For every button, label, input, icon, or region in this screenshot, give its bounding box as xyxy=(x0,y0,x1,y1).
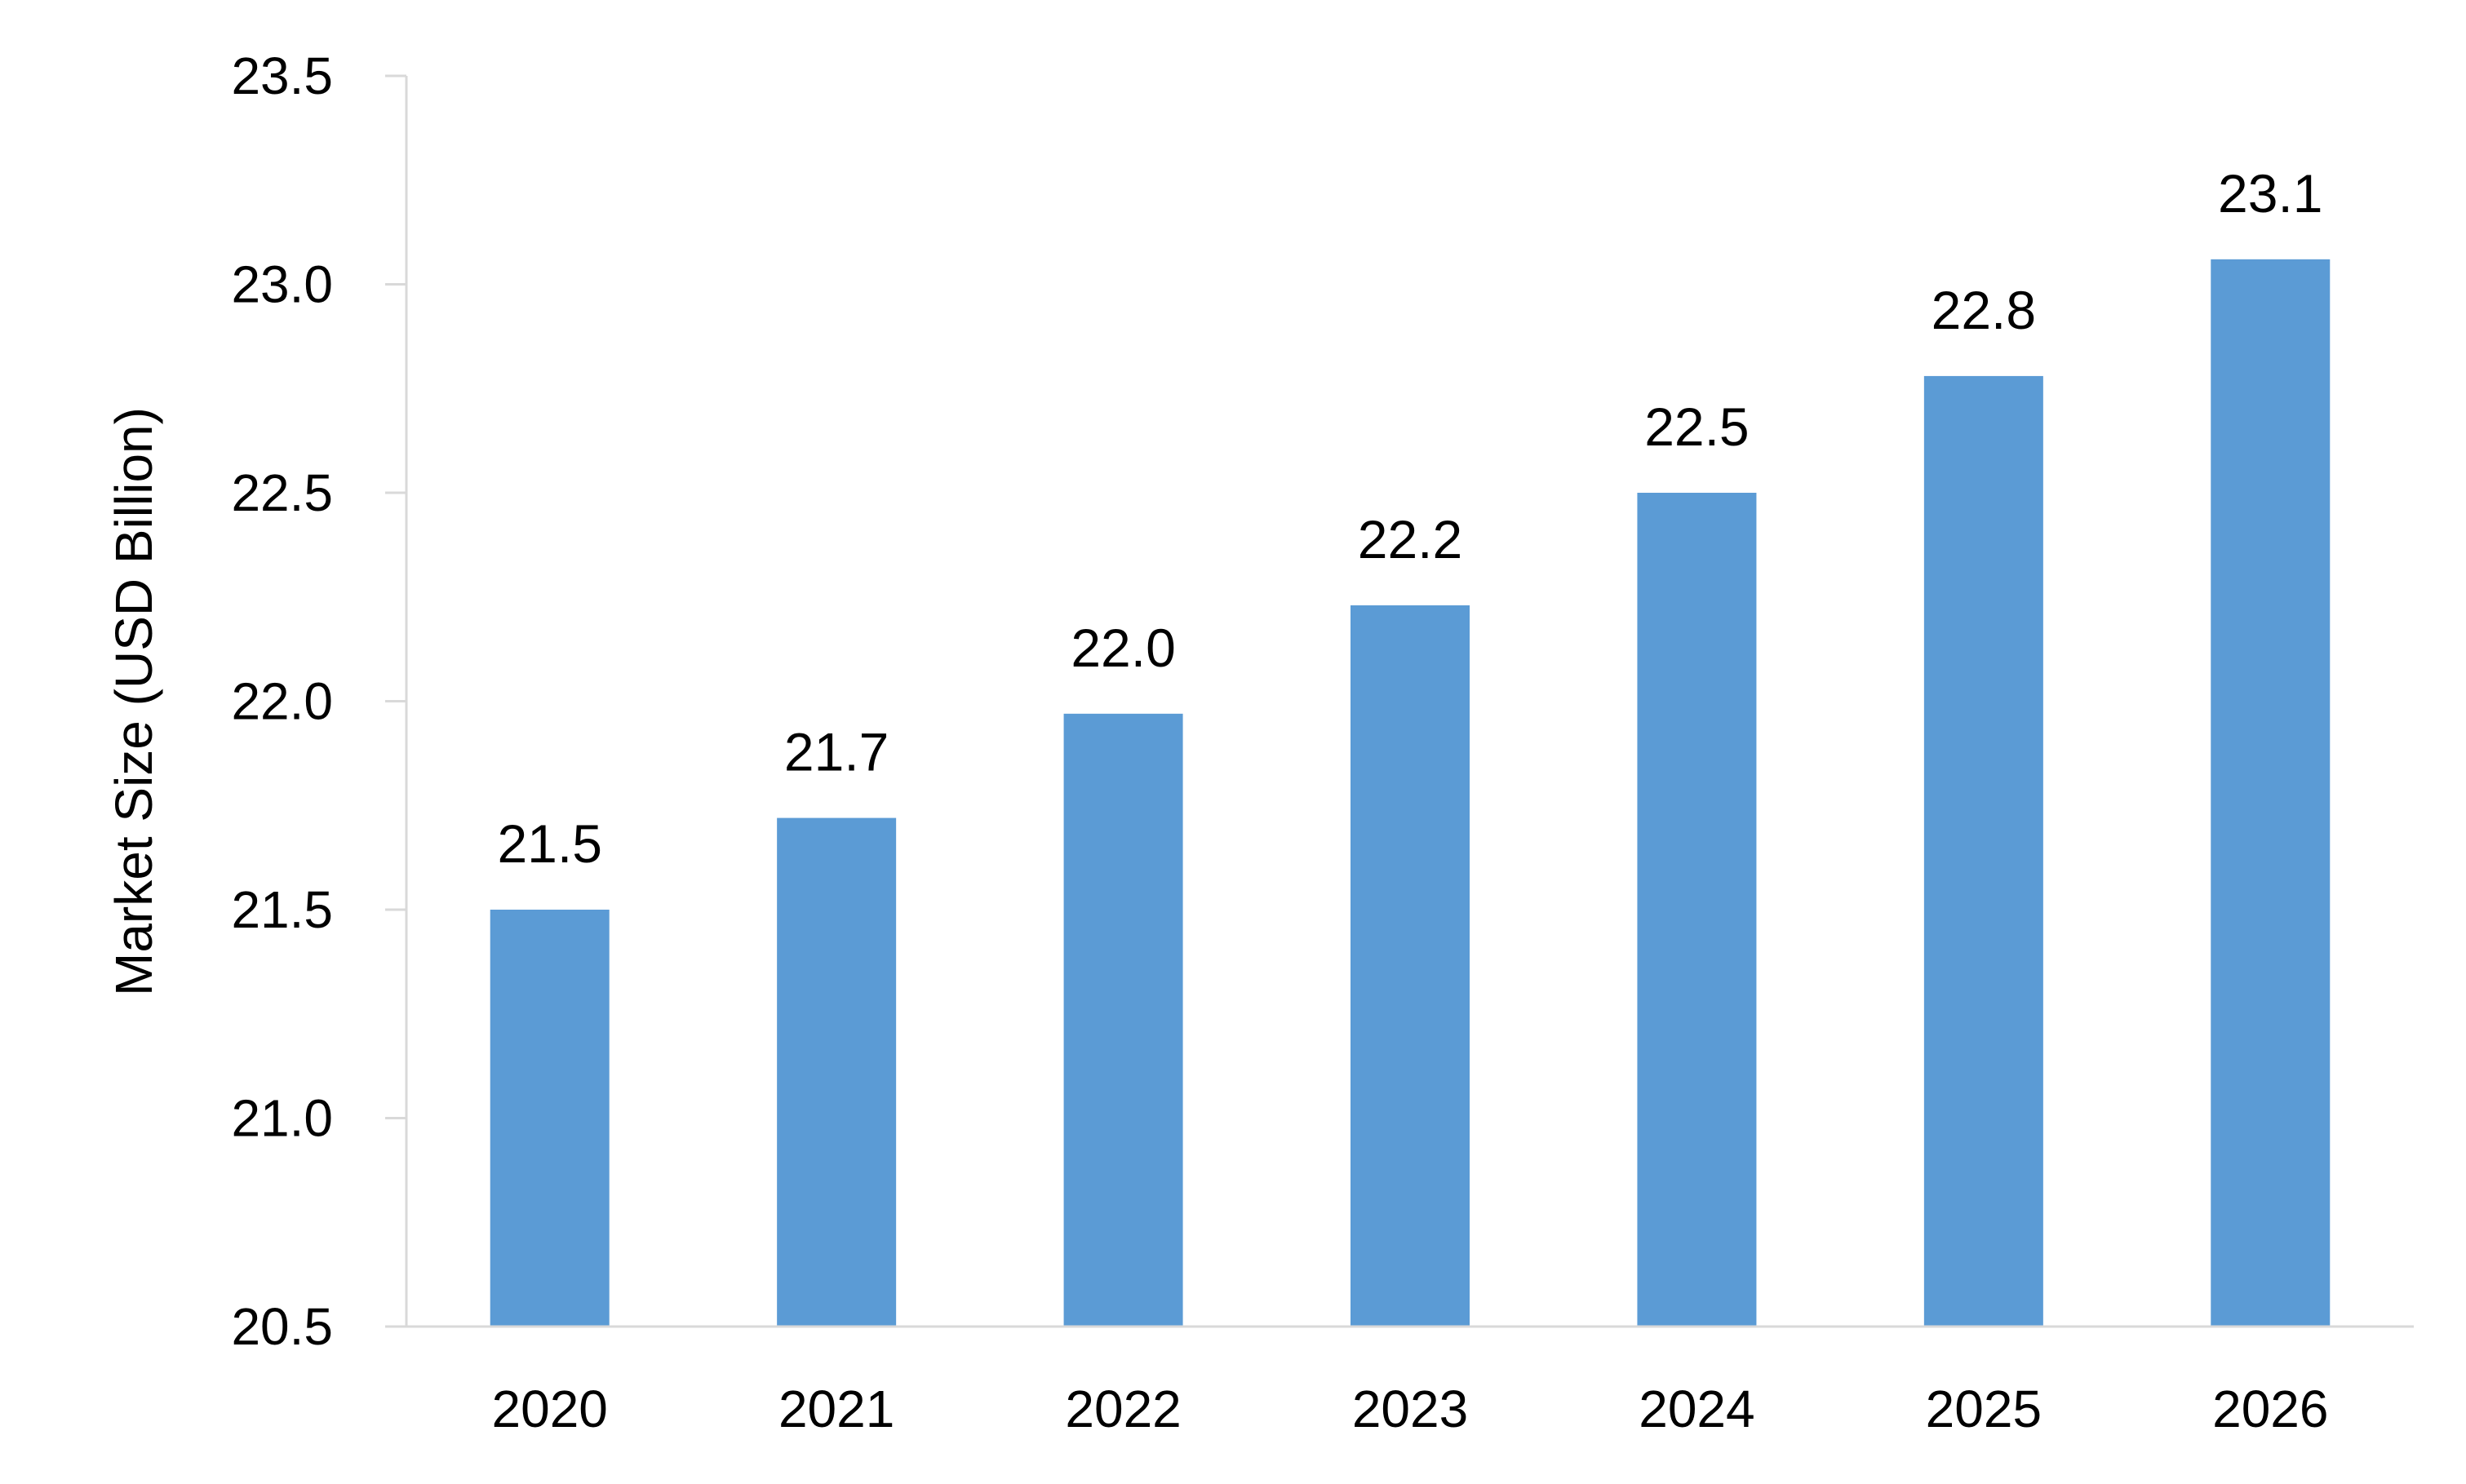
x-tick-label-2025: 2025 xyxy=(1926,1380,2042,1438)
y-tick-label: 21.5 xyxy=(231,880,333,939)
y-tick-label: 22.0 xyxy=(231,672,333,731)
data-label-2026: 23.1 xyxy=(2218,163,2322,224)
y-tick-label: 20.5 xyxy=(231,1297,333,1356)
data-label-2024: 22.5 xyxy=(1644,396,1749,457)
bar-2026 xyxy=(2211,259,2331,1327)
data-label-2022: 22.0 xyxy=(1071,618,1175,678)
x-tick-label-2021: 2021 xyxy=(778,1380,894,1438)
x-tick-label-2026: 2026 xyxy=(2212,1380,2328,1438)
data-label-2023: 22.2 xyxy=(1358,509,1462,569)
x-axis: 2020 2021 2022 2023 2024 2025 2026 xyxy=(406,1325,2414,1438)
data-label-2020: 21.5 xyxy=(497,813,601,874)
y-tick-label: 23.5 xyxy=(231,47,333,105)
bar-2022 xyxy=(1063,713,1183,1327)
bar-2025 xyxy=(1923,375,2043,1327)
bar-2021 xyxy=(777,817,897,1327)
y-axis-title: Market Size (USD Billion) xyxy=(104,407,163,996)
bar-2024 xyxy=(1637,493,1757,1327)
data-labels: 21.5 21.7 22.0 22.2 22.5 22.8 23.1 xyxy=(497,163,2322,874)
x-tick-label-2024: 2024 xyxy=(1639,1380,1754,1438)
y-axis: 20.5 21.0 21.5 22.0 22.5 23.0 23.5 xyxy=(231,47,408,1356)
bars xyxy=(490,259,2331,1327)
y-tick-label: 23.0 xyxy=(231,255,333,314)
x-tick-label-2022: 2022 xyxy=(1065,1380,1181,1438)
x-tick-label-2023: 2023 xyxy=(1352,1380,1468,1438)
data-label-2025: 22.8 xyxy=(1932,280,2036,340)
x-tick-label-2020: 2020 xyxy=(492,1380,608,1438)
y-tick-label: 22.5 xyxy=(231,463,333,522)
data-label-2021: 21.7 xyxy=(784,722,889,782)
bar-2023 xyxy=(1351,605,1470,1327)
bar-2020 xyxy=(490,910,610,1327)
y-tick-label: 21.0 xyxy=(231,1089,333,1148)
